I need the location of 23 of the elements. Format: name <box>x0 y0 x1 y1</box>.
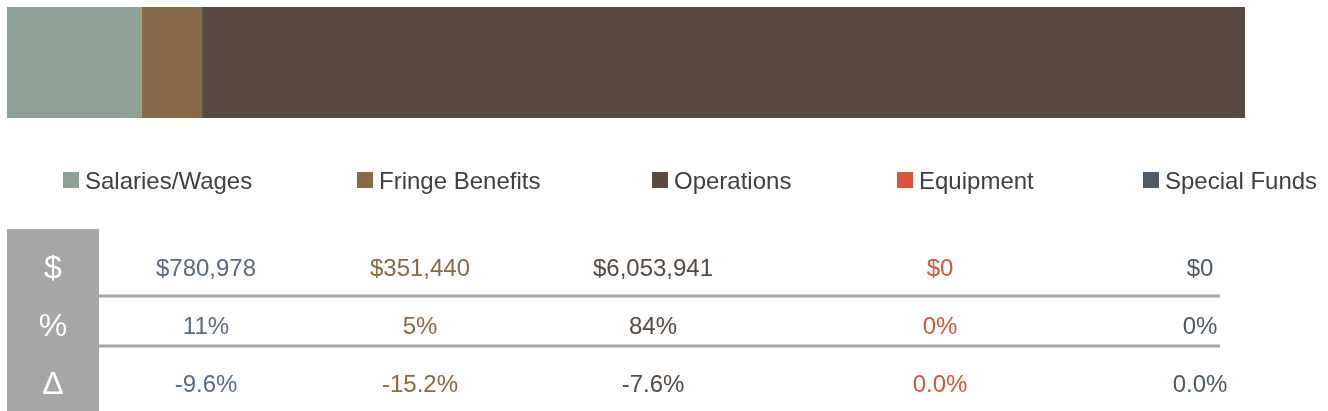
text: $ <box>44 249 63 285</box>
text: 0.0% <box>912 369 968 397</box>
text: $0 <box>1186 253 1214 281</box>
text: -7.6% <box>621 369 685 397</box>
legend-label: Equipment <box>919 166 1035 194</box>
text: 11% <box>182 311 230 339</box>
legend-label: Operations <box>674 166 792 194</box>
text: $351,440 <box>369 253 471 281</box>
text: 0% <box>922 311 958 339</box>
legend-label: Special Funds <box>1165 166 1318 194</box>
text: 0.0% <box>1172 369 1228 397</box>
text: $0 <box>926 253 954 281</box>
legend-label: Salaries/Wages <box>85 166 253 194</box>
text: $780,978 <box>155 253 257 281</box>
text: 0% <box>1182 311 1218 339</box>
text: -15.2% <box>381 369 459 397</box>
text: % <box>38 307 68 343</box>
text: Δ <box>42 365 64 401</box>
legend-label: Fringe Benefits <box>379 166 541 194</box>
text: $6,053,941 <box>592 253 714 281</box>
text: -9.6% <box>174 369 238 397</box>
text: 5% <box>402 311 438 339</box>
text: 84% <box>628 311 678 339</box>
